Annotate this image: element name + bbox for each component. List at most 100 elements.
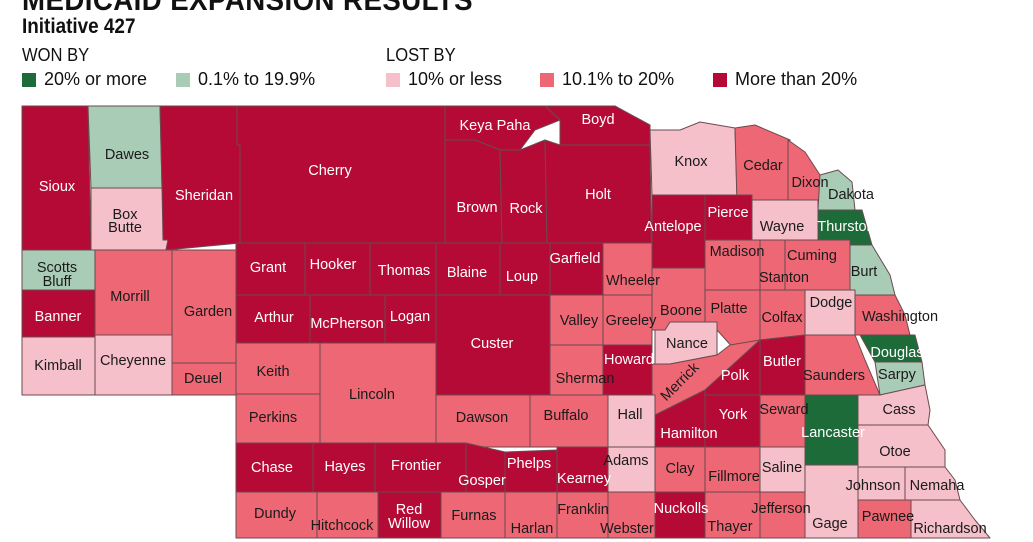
county-label: Knox	[674, 154, 708, 170]
page-title: MEDICAID EXPANSION RESULTS	[22, 0, 474, 17]
county-label: Hamilton	[660, 426, 717, 442]
legend-label: 10% or less	[408, 69, 503, 89]
county-label: Seward	[759, 402, 808, 418]
county-label: Logan	[390, 309, 430, 325]
legend-won-by-heading: WON BY	[22, 45, 90, 65]
county-label: Furnas	[451, 508, 496, 524]
county-otoe[interactable]	[857, 424, 946, 468]
county-label: Banner	[35, 309, 82, 325]
county-label: Douglas	[870, 345, 923, 361]
county-washington[interactable]	[854, 294, 911, 336]
legend-item-lost-more-than-20: More than 20%	[713, 69, 857, 90]
legend-swatch	[22, 72, 36, 87]
county-label: York	[719, 407, 748, 423]
legend-lost-by-heading: LOST BY	[386, 45, 456, 65]
county-label: Garden	[184, 304, 232, 320]
county-label: Dawson	[456, 410, 508, 426]
county-rock[interactable]	[499, 139, 548, 244]
county-label: Polk	[721, 368, 750, 384]
county-label: Thurston	[817, 219, 874, 235]
county-label: Washington	[862, 309, 938, 325]
county-label: Scotts	[37, 260, 77, 276]
county-label: Deuel	[184, 371, 222, 387]
county-label: Valley	[560, 313, 599, 329]
county-label: Lancaster	[801, 425, 865, 441]
county-label: Keith	[256, 364, 289, 380]
county-label: Jefferson	[751, 501, 810, 517]
county-label: Brown	[456, 200, 497, 216]
county-label: Keya Paha	[460, 118, 532, 134]
county-label: Box	[113, 207, 139, 223]
county-label: Cherry	[308, 163, 352, 179]
county-label: Cass	[882, 402, 915, 418]
county-sheridan[interactable]	[159, 105, 241, 251]
county-nemaha[interactable]	[904, 466, 961, 501]
county-brown[interactable]	[444, 139, 503, 244]
county-label: Garfield	[550, 251, 601, 267]
county-label: Red	[396, 502, 423, 518]
county-label: Gosper	[458, 473, 506, 489]
county-label: Wayne	[760, 219, 805, 235]
county-label: Kimball	[34, 358, 82, 374]
county-label: Hayes	[324, 459, 365, 475]
county-label: Nuckolls	[654, 501, 709, 517]
county-label: Rock	[509, 201, 543, 217]
county-label: Cedar	[743, 158, 783, 174]
county-label: Hooker	[310, 257, 357, 273]
legend-swatch	[713, 72, 727, 87]
county-label: Saline	[762, 460, 802, 476]
county-label: Dawes	[105, 147, 149, 163]
county-label: Grant	[250, 260, 286, 276]
county-label: Holt	[585, 187, 611, 203]
county-saunders[interactable]	[804, 334, 881, 396]
county-label: Perkins	[249, 410, 297, 426]
county-label: Gage	[812, 516, 847, 532]
county-label: Sheridan	[175, 188, 233, 204]
county-label: Boone	[660, 303, 702, 319]
county-sioux[interactable]	[21, 105, 92, 251]
county-label: Webster	[600, 521, 654, 537]
county-label: Otoe	[879, 444, 910, 460]
county-label: Platte	[710, 301, 747, 317]
county-burt[interactable]	[849, 244, 896, 296]
county-label: Blaine	[447, 265, 487, 281]
county-label: McPherson	[310, 316, 383, 332]
county-label: Greeley	[606, 313, 658, 329]
county-label: Arthur	[254, 310, 294, 326]
page-subtitle: Initiative 427	[22, 15, 136, 38]
county-label: Hall	[618, 407, 643, 423]
legend-swatch	[386, 72, 400, 87]
county-label: Loup	[506, 269, 538, 285]
county-label: Kearney	[557, 471, 612, 487]
county-label: Willow	[388, 516, 430, 532]
legend-item-won-20-plus: 20% or more	[22, 69, 147, 90]
county-label: Phelps	[507, 456, 551, 472]
county-label: Butte	[108, 220, 142, 236]
legend-swatch	[176, 72, 190, 87]
county-label: Harlan	[511, 521, 554, 537]
county-label: Thayer	[707, 519, 752, 535]
legend-item-won-0-1-to-19-9: 0.1% to 19.9%	[176, 69, 315, 90]
county-label: Lincoln	[349, 387, 395, 403]
county-richardson[interactable]	[910, 499, 991, 539]
county-label: Nance	[666, 336, 708, 352]
legend-item-lost-10-or-less: 10% or less	[386, 69, 502, 90]
county-label: Frontier	[391, 458, 441, 474]
county-label: Saunders	[803, 368, 865, 384]
county-label: Cuming	[787, 248, 837, 264]
county-label: Chase	[251, 460, 293, 476]
county-label: Pierce	[707, 205, 748, 221]
county-label: Dakota	[828, 187, 875, 203]
legend-label: 0.1% to 19.9%	[198, 69, 316, 89]
county-sherman[interactable]	[549, 344, 604, 396]
county-label: Custer	[471, 336, 514, 352]
county-label: Richardson	[913, 521, 986, 537]
county-label: Stanton	[759, 270, 809, 286]
county-label: Colfax	[761, 310, 803, 326]
county-label: Adams	[603, 453, 648, 469]
legend-label: 20% or more	[44, 69, 148, 89]
legend-label: More than 20%	[735, 69, 858, 89]
county-label: Bluff	[43, 274, 73, 290]
county-label: Howard	[604, 352, 654, 368]
county-label: Boyd	[581, 112, 614, 128]
